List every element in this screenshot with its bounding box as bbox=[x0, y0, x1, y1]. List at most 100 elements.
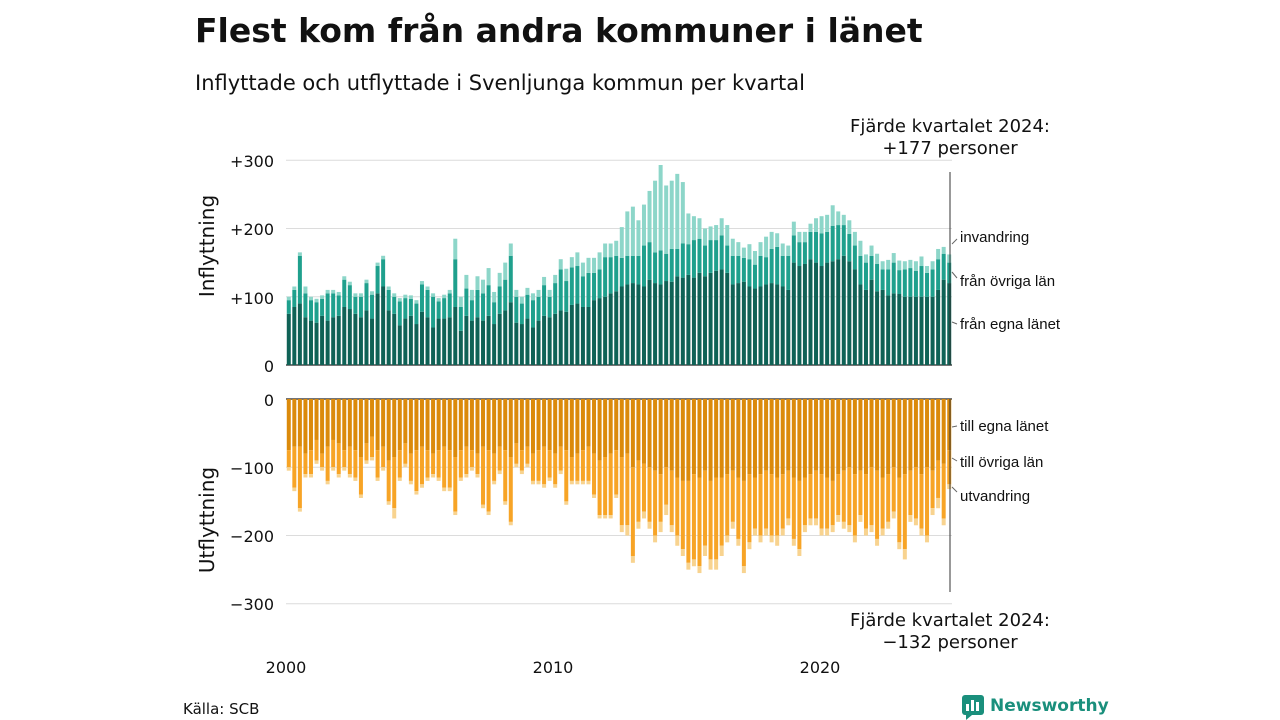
bar-segment bbox=[802, 263, 807, 365]
bar-segment bbox=[408, 295, 413, 299]
bar-segment bbox=[414, 399, 419, 451]
bar-segment bbox=[508, 243, 513, 256]
bar-segment bbox=[741, 399, 746, 481]
bar-segment bbox=[858, 470, 863, 516]
bar-segment bbox=[530, 293, 535, 301]
bar-segment bbox=[347, 474, 352, 478]
bar-segment bbox=[847, 261, 852, 365]
bar-segment bbox=[869, 279, 874, 366]
bar-segment bbox=[597, 252, 602, 270]
bar-segment bbox=[847, 233, 852, 262]
bar-segment bbox=[469, 450, 474, 468]
bar-segment bbox=[314, 322, 319, 365]
bar-segment bbox=[325, 480, 330, 485]
bar-segment bbox=[547, 399, 552, 451]
bar-segment bbox=[603, 257, 608, 297]
bar-segment bbox=[619, 227, 624, 258]
bar-segment bbox=[747, 259, 752, 287]
bar-segment bbox=[353, 477, 358, 481]
bar-segment bbox=[497, 272, 502, 287]
bar-segment bbox=[397, 477, 402, 481]
bar-segment bbox=[375, 399, 380, 451]
bar-segment bbox=[414, 324, 419, 365]
bar-segment bbox=[925, 535, 930, 543]
bar-segment bbox=[786, 289, 791, 365]
bar-segment bbox=[370, 457, 375, 461]
bar-segment bbox=[697, 399, 702, 478]
bar-segment bbox=[863, 528, 868, 536]
bar-segment bbox=[891, 262, 896, 294]
bar-segment bbox=[542, 399, 547, 447]
bar-segment bbox=[331, 317, 336, 365]
bar-segment bbox=[891, 253, 896, 263]
bar-segment bbox=[403, 294, 408, 299]
legend-label-till-egna-lanet: till egna länet bbox=[960, 418, 1049, 435]
legend-label-invandring: invandring bbox=[960, 229, 1029, 246]
bar-segment bbox=[897, 399, 902, 478]
bar-segment bbox=[675, 248, 680, 277]
bar-segment bbox=[569, 257, 574, 268]
bar-segment bbox=[647, 467, 652, 522]
bar-segment bbox=[880, 399, 885, 478]
bar-segment bbox=[536, 289, 541, 297]
bar-segment bbox=[841, 399, 846, 471]
bar-segment bbox=[408, 298, 413, 316]
bar-segment bbox=[625, 453, 630, 526]
bar-segment bbox=[392, 508, 397, 519]
bar-segment bbox=[325, 399, 330, 447]
bar-segment bbox=[858, 240, 863, 256]
bar-segment bbox=[752, 264, 757, 289]
bar-segment bbox=[458, 330, 463, 365]
bar-segment bbox=[303, 453, 308, 475]
legend-label-fran-ovriga-lan: från övriga län bbox=[960, 273, 1055, 290]
bar-segment bbox=[653, 283, 658, 365]
bar-segment bbox=[575, 399, 580, 454]
bar-segment bbox=[675, 173, 680, 249]
bar-segment bbox=[775, 284, 780, 365]
bar-segment bbox=[286, 467, 291, 471]
bar-segment bbox=[936, 497, 941, 509]
bar-segment bbox=[436, 301, 441, 319]
bar-segment bbox=[331, 467, 336, 471]
bar-segment bbox=[320, 295, 325, 299]
bar-segment bbox=[575, 303, 580, 365]
bar-segment bbox=[836, 474, 841, 516]
bar-segment bbox=[386, 399, 391, 461]
bar-segment bbox=[847, 525, 852, 533]
bar-segment bbox=[286, 300, 291, 314]
bar-segment bbox=[492, 480, 497, 485]
legend-leader-egna-lanet bbox=[951, 321, 958, 325]
bar-segment bbox=[841, 255, 846, 365]
bar-segment bbox=[292, 289, 297, 307]
bar-segment bbox=[525, 446, 530, 464]
bar-segment bbox=[886, 474, 891, 522]
bar-segment bbox=[664, 504, 669, 516]
bar-segment bbox=[447, 450, 452, 488]
bar-segment bbox=[592, 453, 597, 495]
bar-segment bbox=[564, 281, 569, 312]
bar-segment bbox=[514, 399, 519, 444]
bar-segment bbox=[469, 399, 474, 451]
bar-segment bbox=[414, 450, 419, 492]
bar-segment bbox=[630, 556, 635, 563]
bar-segment bbox=[414, 303, 419, 325]
bar-segment bbox=[752, 477, 757, 529]
bar-segment bbox=[431, 474, 436, 478]
bar-segment bbox=[547, 296, 552, 318]
bar-segment bbox=[897, 477, 902, 543]
bar-segment bbox=[492, 453, 497, 481]
bar-segment bbox=[364, 310, 369, 365]
bar-segment bbox=[381, 259, 386, 287]
bars-inflyttning bbox=[286, 165, 952, 366]
bar-segment bbox=[481, 320, 486, 365]
bar-segment bbox=[719, 218, 724, 236]
bar-segment bbox=[830, 205, 835, 226]
bar-segment bbox=[614, 240, 619, 256]
bar-segment bbox=[686, 480, 691, 563]
bar-segment bbox=[408, 399, 413, 454]
bar-segment bbox=[508, 521, 513, 526]
bar-segment bbox=[764, 236, 769, 258]
bar-segment bbox=[469, 289, 474, 301]
bar-segment bbox=[919, 399, 924, 475]
bar-segment bbox=[708, 399, 713, 481]
